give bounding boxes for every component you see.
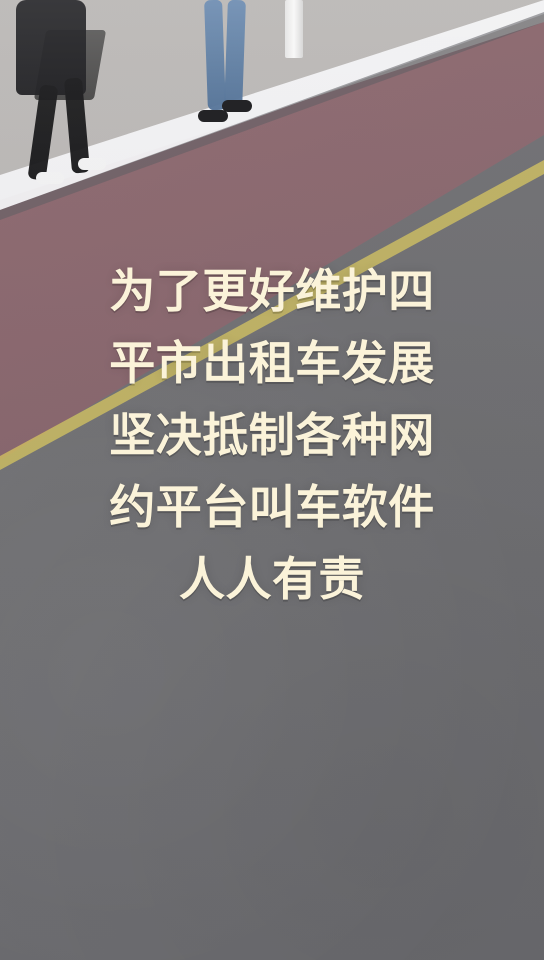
caption-line-2: 平市出租车发展 xyxy=(109,336,435,390)
caption-line-1: 为了更好维护四 xyxy=(109,264,435,318)
caption-line-3: 坚决抵制各种网 xyxy=(109,408,435,462)
pedestrian-left-leg xyxy=(27,84,59,181)
caption-line-5: 人人有责 xyxy=(179,552,365,606)
pedestrian-right-shoe xyxy=(222,100,252,112)
pedestrian-left-shoe xyxy=(78,158,106,170)
pedestrian-left xyxy=(6,0,126,185)
pedestrian-right-leg xyxy=(204,0,226,111)
caption-line-4: 约平台叫车软件 xyxy=(109,480,435,534)
pedestrian-right xyxy=(188,0,258,130)
street-pole xyxy=(285,0,303,58)
caption: 为了更好维护四 平市出租车发展 坚决抵制各种网 约平台叫车软件 人人有责 xyxy=(70,255,474,615)
pedestrian-right-leg xyxy=(224,0,246,111)
pedestrian-right-shoe xyxy=(198,110,228,122)
pedestrian-left-shoe xyxy=(36,172,64,184)
